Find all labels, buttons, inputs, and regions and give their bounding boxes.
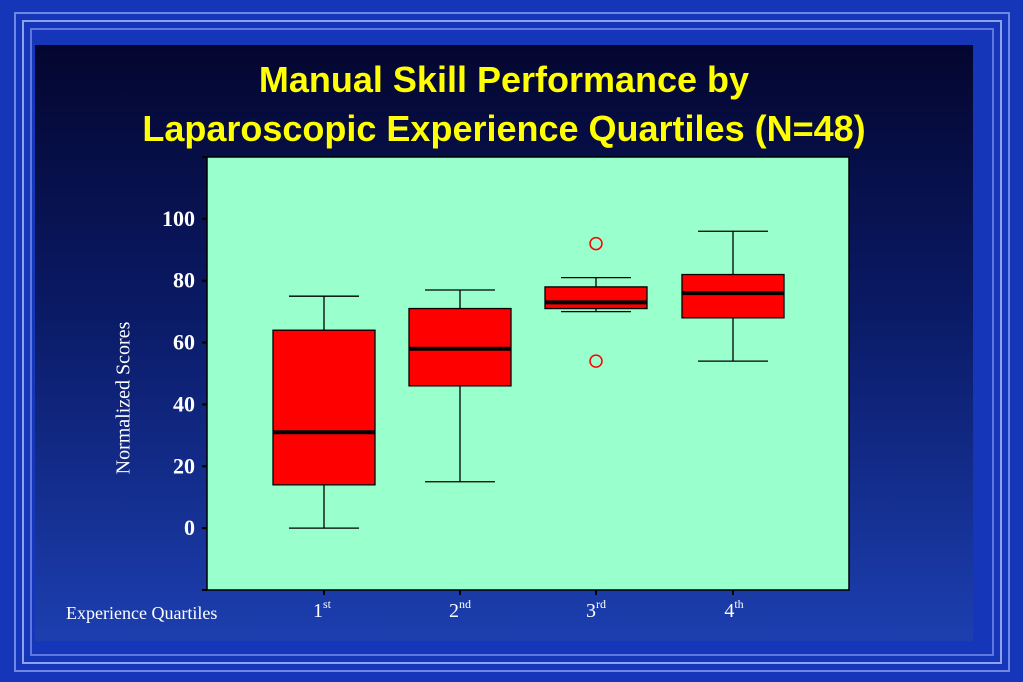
- box-iqr: [544, 286, 648, 310]
- chart-title-line-1: Manual Skill Performance by: [258, 59, 750, 100]
- outlier-point: [589, 236, 603, 251]
- y-tick-label: 100: [162, 206, 195, 231]
- outer-border: [14, 12, 1010, 672]
- y-tick-label: 20: [173, 453, 195, 478]
- category-label-1: 1st: [312, 597, 332, 622]
- inner-border: [30, 28, 994, 656]
- outlier-point: [589, 354, 603, 368]
- box-iqr: [272, 329, 376, 486]
- category-label-4: 4th: [724, 597, 744, 622]
- category-label-3: 3rd: [586, 597, 606, 622]
- y-tick-label: 40: [173, 391, 195, 416]
- y-axis-label: Normalized Scores: [112, 321, 135, 475]
- category-label-2: 2nd: [449, 597, 471, 622]
- y-tick-label: 80: [173, 268, 195, 293]
- y-tick-label: 60: [173, 330, 195, 355]
- x-axis-label: Experience Quartiles: [66, 603, 218, 623]
- middle-border: [22, 20, 1002, 664]
- y-tick-label: 0: [184, 515, 195, 540]
- chart-title: Manual Skill Performance by Laparoscopic…: [35, 55, 973, 153]
- chart-title-line-2: Laparoscopic Experience Quartiles (N=48): [142, 108, 866, 149]
- box-iqr: [681, 273, 785, 319]
